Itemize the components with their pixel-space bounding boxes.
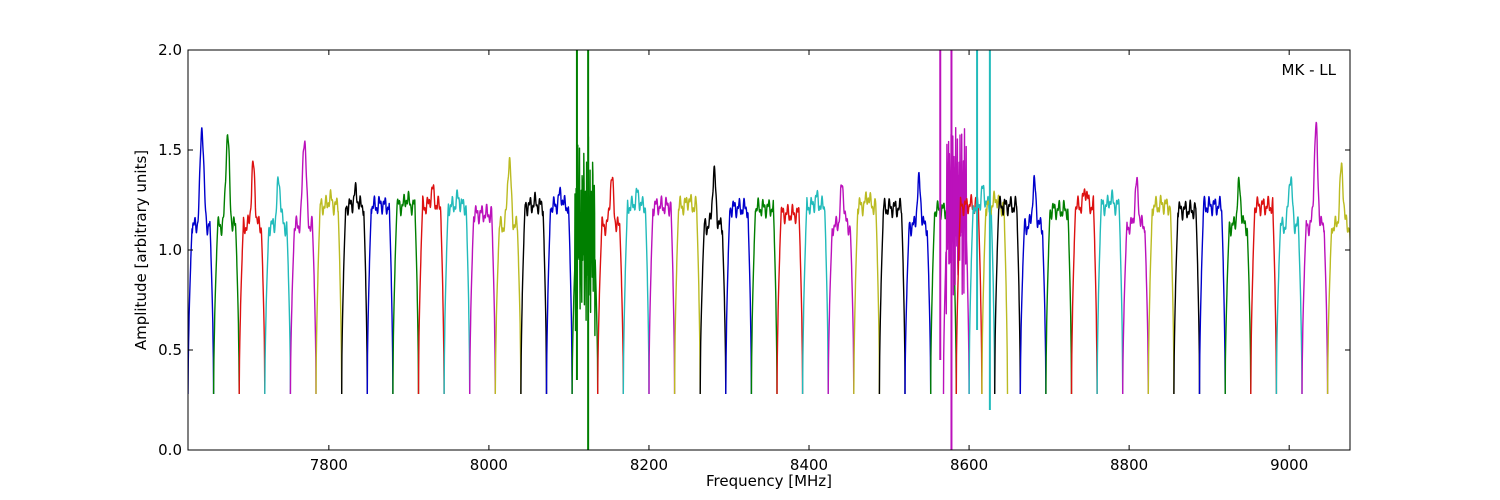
channel-trace (1045, 199, 1073, 395)
x-tick-label: 8200 (630, 456, 668, 474)
channel-trace (1019, 174, 1047, 395)
annotation-label: MK - LL (1282, 61, 1337, 79)
channel-trace (981, 190, 1009, 395)
channel-trace (1326, 162, 1350, 395)
channel-trace (494, 156, 522, 395)
channel-trace (366, 195, 394, 395)
channel-trace (1147, 194, 1175, 395)
channel-trace (699, 165, 727, 395)
channel-trace (238, 160, 266, 395)
y-tick-label: 2.0 (158, 41, 182, 59)
channel-trace (341, 181, 368, 395)
channel-trace (750, 197, 778, 395)
channel-trace (622, 187, 650, 395)
channel-trace (648, 195, 676, 395)
channel-trace (776, 203, 804, 395)
channel-trace (1070, 188, 1098, 395)
channel-trace (315, 189, 343, 395)
axis-ticks: 7800 8000 8200 8400 8600 8800 9000 0.0 0.5 1.0 1.5… (158, 41, 1350, 474)
channel-trace (853, 191, 881, 395)
channel-trace (1224, 176, 1252, 395)
channel-trace (545, 186, 573, 395)
channel-trace (289, 140, 317, 395)
y-tick-label: 0.5 (158, 341, 182, 359)
channel-trace (1301, 121, 1329, 395)
channel-trace (188, 127, 215, 395)
channel-trace (994, 195, 1021, 395)
channel-trace (1096, 189, 1124, 395)
channel-trace (469, 203, 496, 395)
spectrum-traces (188, 50, 1350, 450)
channel-trace (264, 176, 292, 395)
channel-trace (725, 197, 753, 395)
channel-trace (1198, 195, 1226, 395)
channel-trace (1275, 176, 1303, 395)
x-tick-label: 8400 (790, 456, 828, 474)
x-tick-label: 8000 (470, 456, 508, 474)
channel-trace (827, 184, 855, 395)
x-tick-label: 8800 (1110, 456, 1148, 474)
x-tick-label: 7800 (310, 456, 348, 474)
channel-trace (673, 193, 701, 395)
y-tick-label: 1.5 (158, 141, 182, 159)
x-axis-label: Frequency [MHz] (706, 472, 832, 490)
channel-trace (520, 191, 548, 395)
channel-trace (212, 134, 240, 395)
channel-trace (904, 171, 932, 395)
channel-trace (1173, 199, 1201, 395)
y-tick-label: 0.0 (158, 441, 182, 459)
channel-trace (417, 184, 445, 395)
x-tick-label: 9000 (1270, 456, 1308, 474)
y-tick-label: 1.0 (158, 241, 182, 259)
channel-trace (1250, 195, 1278, 395)
y-axis-label: Amplitude [arbitrary units] (132, 150, 150, 350)
channel-trace (878, 197, 906, 395)
channel-trace (801, 189, 829, 395)
channel-trace (1121, 176, 1150, 395)
channel-trace (443, 189, 471, 395)
x-tick-label: 8600 (950, 456, 988, 474)
channel-trace (597, 176, 624, 395)
channel-trace (392, 190, 420, 395)
